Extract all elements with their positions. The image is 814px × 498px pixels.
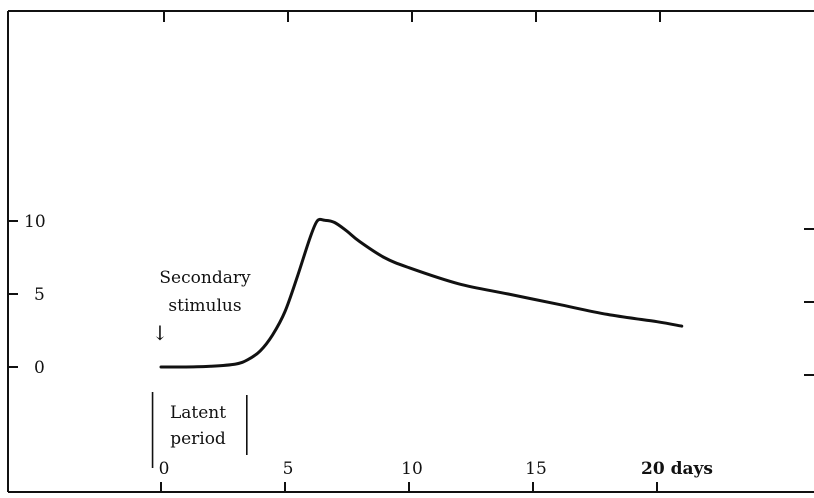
x-tick-label-20: 20 days	[641, 459, 713, 479]
stimulus-label-line1: Secondary	[159, 268, 251, 288]
x-axis-ticks	[160, 11, 661, 492]
latent-label-line1: Latent	[170, 403, 226, 423]
x-tick-label-5: 5	[283, 459, 294, 479]
x-tick-label-0: 0	[159, 459, 170, 479]
latent-label-line2: period	[170, 429, 226, 449]
stimulus-label-line2: stimulus	[168, 296, 241, 316]
y-tick-label-5: 5	[34, 285, 45, 305]
x-tick-label-10: 10	[401, 459, 423, 479]
y-tick-label-10: 10	[24, 212, 46, 232]
y-axis-tick-labels: 0 5 10	[24, 212, 46, 378]
x-axis-tick-labels: 0 5 10 15 20 days	[159, 459, 713, 479]
x-tick-label-15: 15	[525, 459, 547, 479]
y-tick-label-0: 0	[34, 358, 45, 378]
y-axis-ticks	[8, 220, 814, 376]
antibody-response-curve	[159, 217, 684, 369]
stimulus-arrow-icon: ↓	[152, 321, 169, 345]
